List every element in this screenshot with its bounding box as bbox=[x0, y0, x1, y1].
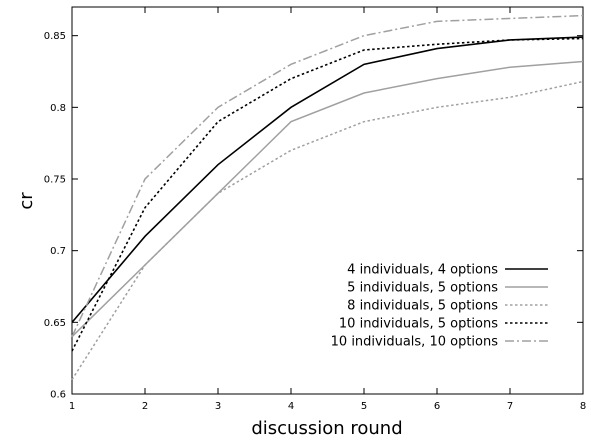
x-tick-label: 7 bbox=[507, 401, 513, 412]
x-tick-label: 2 bbox=[142, 401, 148, 412]
y-tick-label: 0.8 bbox=[50, 103, 66, 114]
series-line-3 bbox=[71, 80, 584, 381]
y-tick-label: 0.6 bbox=[50, 390, 66, 401]
plot-area-frame bbox=[71, 6, 584, 395]
y-tick-label: 0.85 bbox=[44, 31, 66, 42]
y-tick-label: 0.75 bbox=[44, 175, 66, 186]
y-tick-label: 0.7 bbox=[50, 246, 66, 257]
x-tick-label: 5 bbox=[361, 401, 367, 412]
series-line-4 bbox=[71, 37, 584, 352]
series-line-5 bbox=[71, 14, 584, 337]
series-line-2 bbox=[71, 60, 584, 338]
series-line-1 bbox=[71, 36, 584, 323]
axis-ticks bbox=[71, 7, 584, 395]
legend-label-4: 10 individuals, 5 options bbox=[339, 317, 498, 332]
legend-label-3: 8 individuals, 5 options bbox=[347, 299, 498, 314]
legend: 4 individuals, 4 options 5 individuals, 5… bbox=[331, 263, 548, 350]
x-tick-label: 8 bbox=[580, 401, 586, 412]
legend-label-1: 4 individuals, 4 options bbox=[347, 263, 498, 278]
x-tick-label: 6 bbox=[434, 401, 440, 412]
axis-tick-labels: 1 2 3 4 5 6 7 8 0.6 0.65 0.7 0.75 0.8 0.85 bbox=[44, 31, 586, 412]
x-tick-label: 3 bbox=[215, 401, 221, 412]
legend-label-5: 10 individuals, 10 options bbox=[331, 335, 499, 350]
x-tick-label: 4 bbox=[288, 401, 294, 412]
series-lines bbox=[71, 14, 584, 381]
x-axis-label: discussion round bbox=[251, 418, 402, 439]
y-tick-label: 0.65 bbox=[44, 318, 66, 329]
legend-label-2: 5 individuals, 5 options bbox=[347, 281, 498, 296]
y-axis-label: cr bbox=[16, 192, 37, 210]
x-tick-label: 1 bbox=[69, 401, 75, 412]
